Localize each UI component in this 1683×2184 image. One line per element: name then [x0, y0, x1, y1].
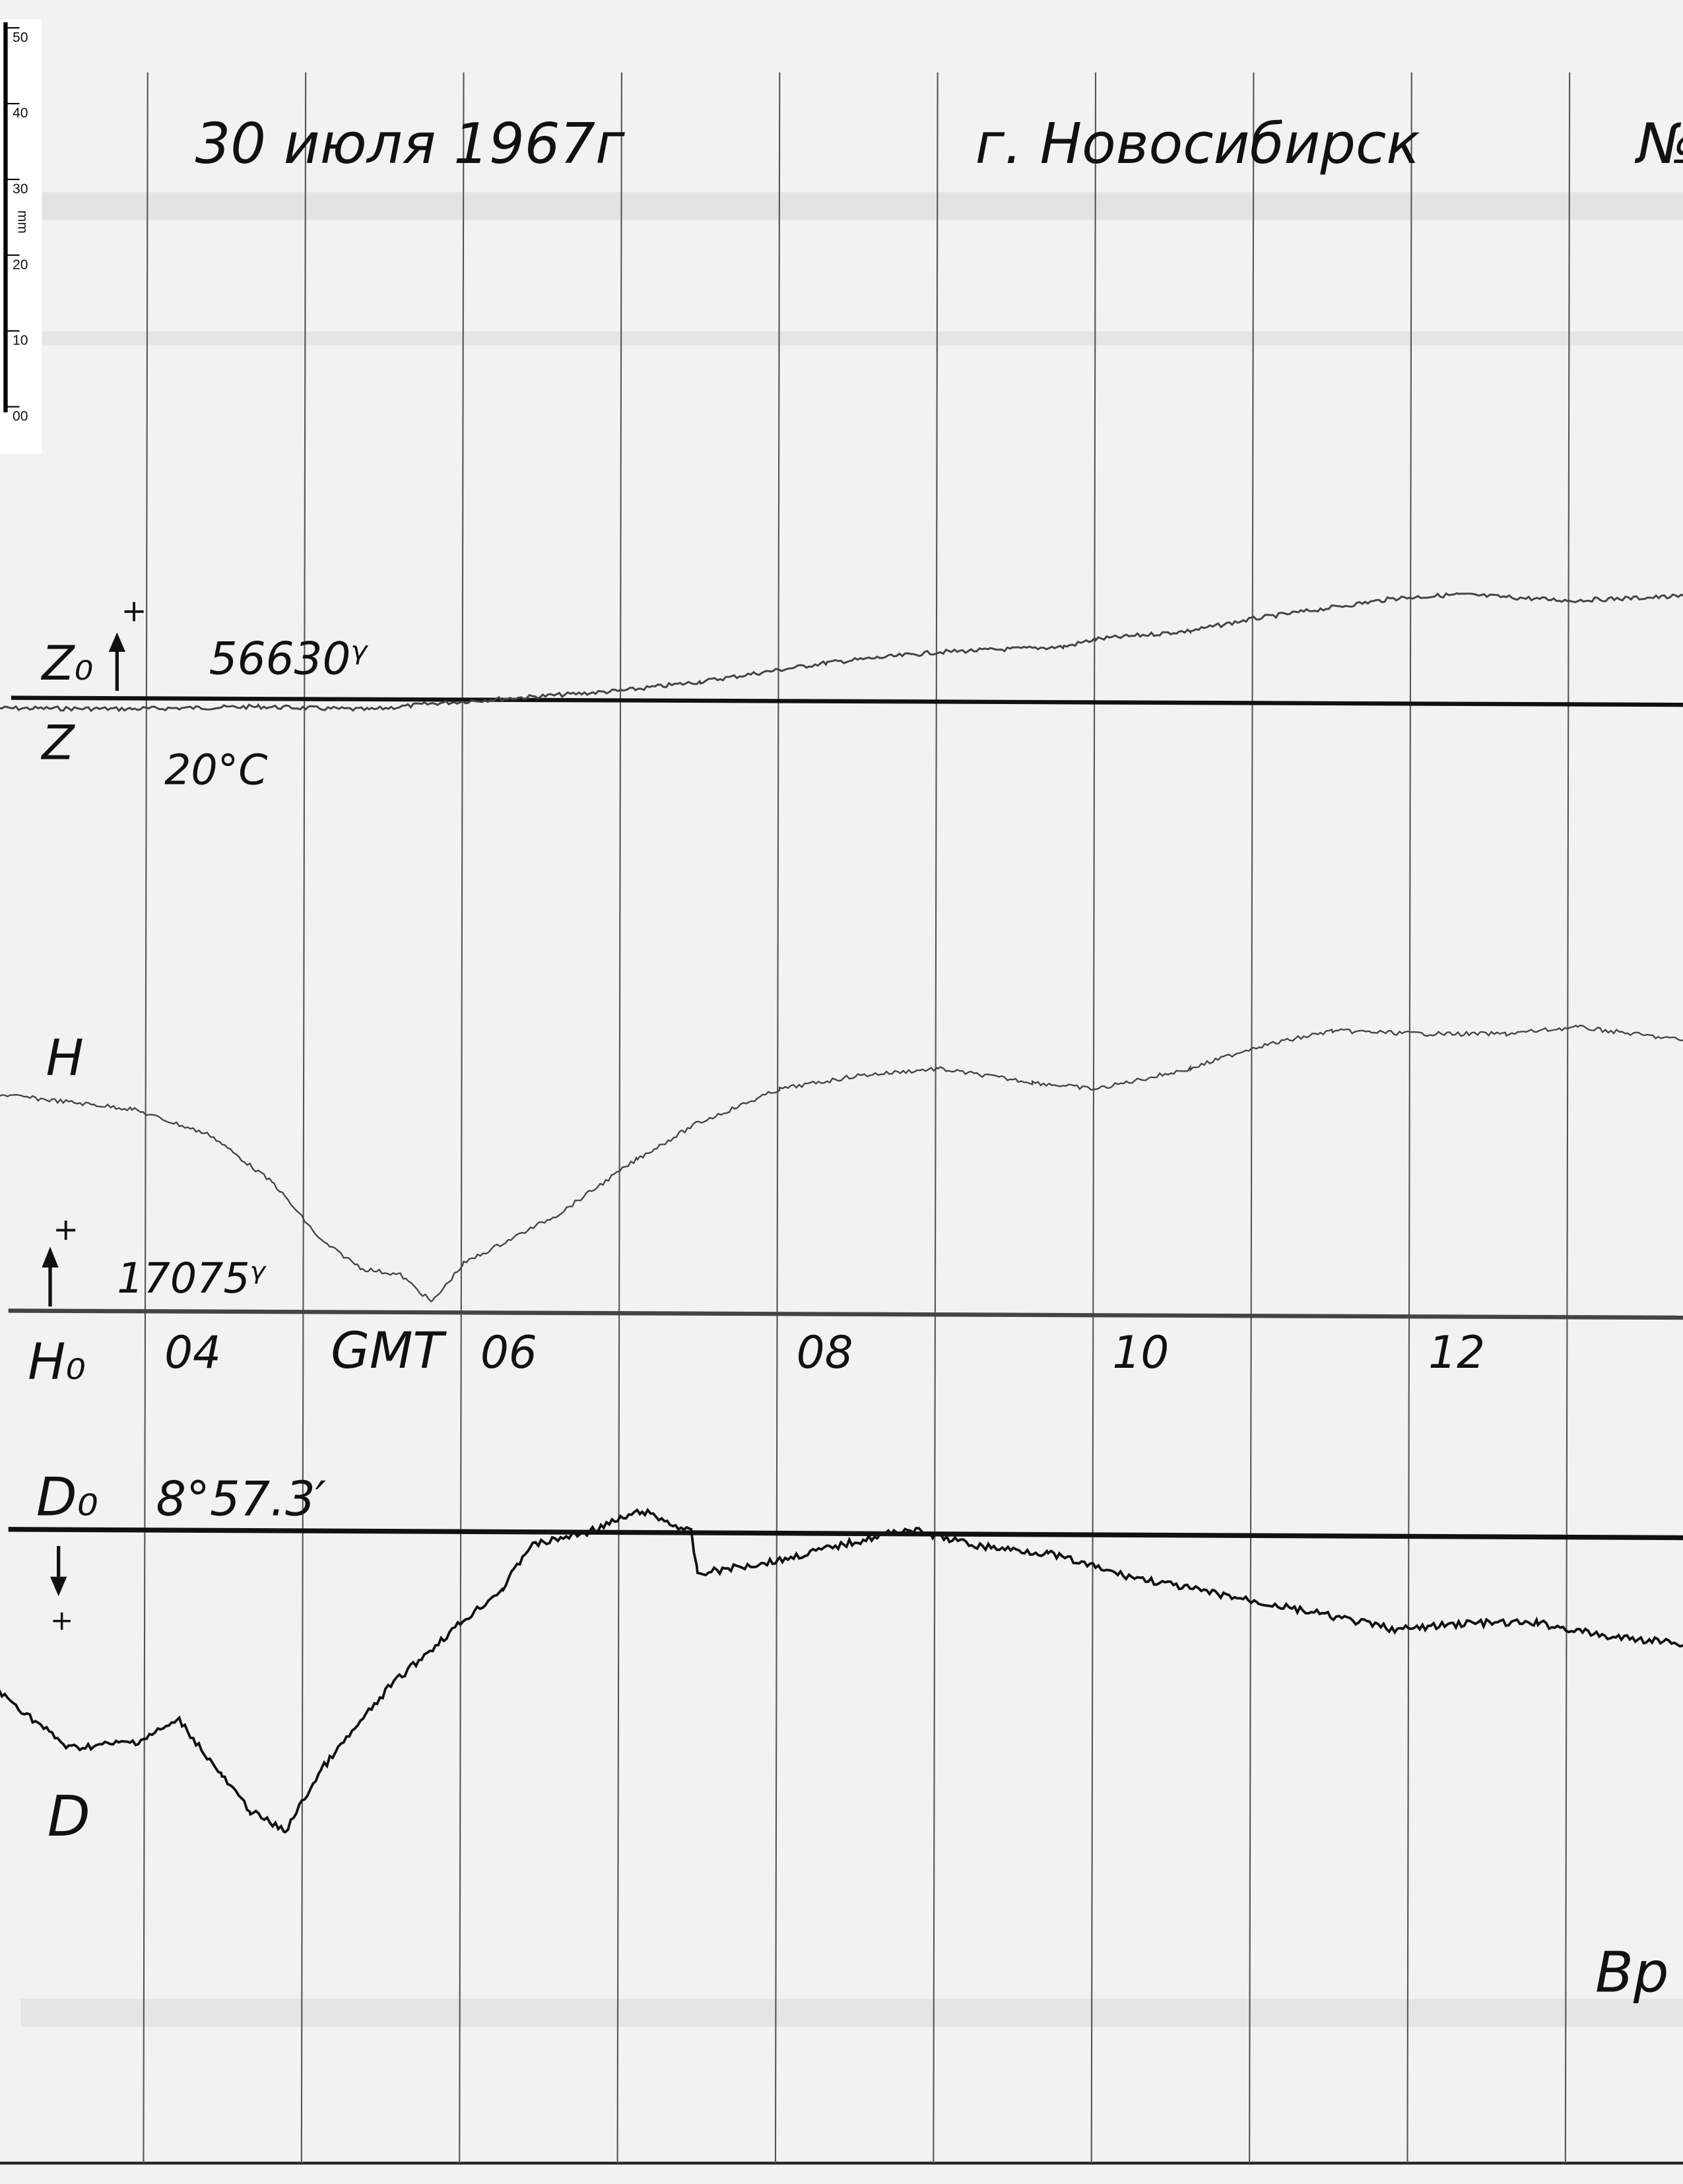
- gridline-10: [1090, 72, 1097, 2164]
- d-arrow-head-icon: [50, 1576, 67, 1597]
- pencil-band: [20, 331, 1683, 346]
- h-baseline: [8, 1308, 1683, 1320]
- gridline-7: [616, 72, 622, 2164]
- time-axis-labels: 04 GMT 06 08 10 12: [164, 1321, 1485, 1380]
- h-plus-sign: +: [53, 1211, 79, 1247]
- gridline-5: [300, 72, 307, 2164]
- z0-value: 56630ᵞ: [209, 633, 369, 685]
- z-arrow-head-icon: [108, 632, 125, 652]
- gridline-12: [1406, 72, 1412, 2164]
- time-label-12: 12: [1428, 1326, 1485, 1378]
- trace-h: [0, 1024, 1683, 1302]
- ruler-unit: mm: [15, 210, 30, 234]
- h-label: H: [46, 1029, 84, 1087]
- z-baseline: [11, 695, 1683, 707]
- ruler-tick-label: 10: [13, 333, 28, 348]
- time-label-gmt: GMT: [331, 1321, 447, 1380]
- gridline-11: [1249, 72, 1255, 2164]
- pencil-band: [20, 192, 1683, 220]
- d-label: D: [48, 1784, 90, 1849]
- footer-partial-label: Вр: [1595, 1941, 1669, 2005]
- hour-gridlines: [143, 72, 1571, 2164]
- ruler-tick-label: 50: [13, 30, 28, 45]
- mm-ruler: 50 40 30 20 10 00 mm: [0, 19, 42, 455]
- h0-value: 17075ᵞ: [117, 1254, 267, 1302]
- d0-value: 8°57.3′: [156, 1471, 326, 1527]
- time-label-08: 08: [797, 1326, 853, 1378]
- time-label-10: 10: [1112, 1326, 1169, 1378]
- time-label-06: 06: [480, 1326, 537, 1378]
- gridline-13: [1564, 72, 1571, 2164]
- h-arrow-head-icon: [42, 1246, 59, 1268]
- d-plus-sign: +: [50, 1604, 73, 1636]
- gridline-6: [459, 72, 465, 2164]
- date-label: 30 июля 1967г: [195, 112, 626, 176]
- pencil-band: [20, 1999, 1683, 2027]
- d-baseline: [8, 1527, 1683, 1541]
- d0-label: D₀: [36, 1467, 98, 1528]
- sheet-number-label: №: [1634, 112, 1683, 176]
- gridline-4: [143, 72, 148, 2164]
- z-label: Z: [40, 715, 75, 770]
- ruler-tick-label: 20: [13, 257, 28, 273]
- trace-z: [0, 592, 1683, 713]
- h0-label: H₀: [28, 1332, 86, 1391]
- gridline-8: [774, 72, 781, 2164]
- temperature-label: 20°C: [164, 745, 267, 794]
- gridline-9: [933, 72, 939, 2164]
- traces: [0, 592, 1683, 1834]
- trace-d: [0, 1508, 1683, 1834]
- z-plus-sign: +: [121, 593, 147, 628]
- ruler-tick-label: 00: [13, 409, 28, 424]
- ruler-tick-label: 40: [13, 106, 28, 121]
- z0-label: Z₀: [40, 635, 93, 691]
- time-label-04: 04: [164, 1326, 221, 1378]
- ruler-tick-label: 30: [13, 181, 28, 197]
- city-label: г. Новосибирск: [975, 112, 1420, 176]
